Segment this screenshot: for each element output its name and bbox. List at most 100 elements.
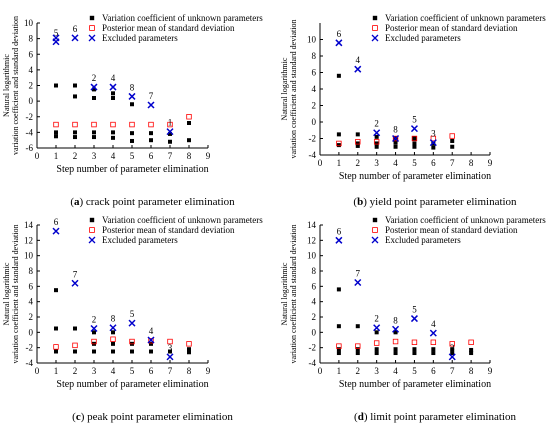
point-unknown: [393, 330, 398, 335]
y-tick-label: 0: [312, 327, 317, 337]
x-tick-label: 8: [187, 366, 192, 376]
y-tick-label: 10: [24, 18, 34, 28]
legend-marker-unknown: [372, 15, 378, 21]
legend-label-unknown: Variation coefficient of unknown paramet…: [102, 13, 263, 23]
point-unknown: [111, 96, 115, 100]
point-unknown: [412, 141, 417, 146]
point-excluded: [90, 324, 98, 333]
point-unknown: [111, 349, 115, 354]
point-unknown: [374, 330, 379, 335]
point-unknown: [393, 347, 398, 352]
point-excluded: [410, 125, 418, 133]
x-tick-label: 2: [356, 366, 361, 376]
point-excluded: [147, 336, 155, 344]
x-tick-label: 2: [356, 158, 361, 168]
point-unknown: [355, 351, 360, 356]
point-unknown: [92, 349, 96, 354]
y-tick-label: 0: [29, 96, 34, 106]
x-tick-label: 3: [374, 158, 379, 168]
point-posterior: [148, 121, 154, 128]
point-unknown: [393, 144, 398, 149]
point-unknown: [111, 330, 115, 335]
excluded-point-label: 7: [356, 269, 361, 279]
point-unknown: [374, 347, 379, 352]
point-unknown: [412, 144, 417, 149]
point-unknown: [54, 83, 58, 88]
x-tick-label: 3: [374, 366, 379, 376]
panel-caption: (b) yield point parameter elimination: [353, 196, 517, 208]
legend-marker-posterior: [89, 227, 95, 233]
excluded-point-label: 3: [431, 129, 436, 139]
point-unknown: [355, 347, 360, 352]
point-excluded: [429, 329, 437, 337]
y-tick-label: 8: [29, 266, 34, 276]
point-excluded: [392, 134, 400, 143]
point-unknown: [54, 349, 58, 354]
point-excluded: [448, 353, 456, 361]
x-tick-label: 9: [488, 158, 493, 168]
point-posterior: [336, 140, 342, 147]
excluded-point-label: 5: [412, 305, 417, 315]
excluded-point-label: 2: [374, 314, 379, 324]
point-unknown: [450, 138, 455, 143]
point-posterior: [468, 339, 474, 345]
x-axis-label: Step number of parameter elimination: [339, 171, 491, 182]
point-unknown: [336, 324, 341, 329]
point-posterior: [72, 121, 78, 128]
y-axis-label-line2: variation coefficient and standard devia…: [289, 20, 298, 159]
point-posterior: [411, 135, 418, 142]
excluded-point-label: 6: [54, 217, 59, 227]
point-unknown: [111, 135, 115, 140]
y-tick-label: -2: [309, 343, 317, 353]
point-unknown: [73, 83, 77, 88]
legend-marker-excluded: [88, 236, 96, 244]
point-unknown: [336, 143, 341, 148]
excluded-point-label: 8: [130, 82, 135, 92]
point-posterior: [53, 121, 59, 128]
legend-label-unknown: Variation coefficient of unknown paramet…: [102, 215, 263, 225]
point-unknown: [92, 135, 96, 140]
x-tick-label: 4: [111, 151, 116, 161]
point-posterior: [186, 114, 192, 120]
y-tick-label: -4: [309, 358, 317, 368]
point-unknown: [130, 349, 134, 354]
y-tick-label: -6: [26, 143, 34, 153]
panel-b: 0 1 2 3 4 5 6 7 8 9 -4 -2 0 2 4 6 8 10 Step number of para…: [280, 13, 546, 208]
point-excluded: [52, 34, 60, 42]
y-tick-label: 6: [29, 49, 34, 59]
x-tick-label: 0: [35, 151, 40, 161]
point-excluded: [373, 324, 381, 332]
point-unknown: [469, 347, 474, 352]
point-excluded: [109, 324, 117, 332]
excluded-point-label: 8: [111, 314, 116, 324]
excluded-point-label: 4: [356, 55, 361, 65]
legend-marker-posterior: [372, 227, 378, 233]
point-posterior: [430, 339, 437, 345]
legend-marker-excluded: [88, 34, 96, 42]
x-tick-label: 5: [412, 366, 417, 376]
y-tick-label: -4: [26, 358, 34, 368]
point-posterior: [449, 133, 455, 139]
y-tick-label: 0: [312, 117, 317, 127]
point-excluded: [71, 279, 79, 287]
excluded-point-label: 3: [168, 343, 173, 353]
point-excluded: [354, 65, 362, 73]
x-tick-label: 1: [54, 151, 59, 161]
x-axis-label: Step number of parameter elimination: [56, 379, 208, 390]
y-tick-label: 8: [312, 266, 317, 276]
point-unknown: [54, 134, 58, 139]
y-tick-label: 6: [312, 68, 317, 78]
excluded-point-label: 2: [92, 73, 97, 83]
legend-marker-posterior: [372, 25, 378, 31]
point-posterior: [336, 343, 342, 349]
y-tick-label: 2: [312, 101, 317, 111]
y-tick-label: 6: [312, 281, 317, 291]
y-tick-label: 10: [24, 251, 34, 261]
y-axis-label-line1: Natural logarithmic: [280, 57, 289, 120]
panel-caption: (d) limit point parameter elimination: [354, 411, 516, 423]
legend-label-posterior: Posterior mean of standard deviation: [102, 23, 235, 33]
point-unknown: [73, 130, 77, 135]
point-excluded: [71, 34, 79, 42]
x-tick-label: 0: [35, 366, 40, 376]
y-axis-label-line1: Natural logarithmic: [280, 262, 289, 325]
